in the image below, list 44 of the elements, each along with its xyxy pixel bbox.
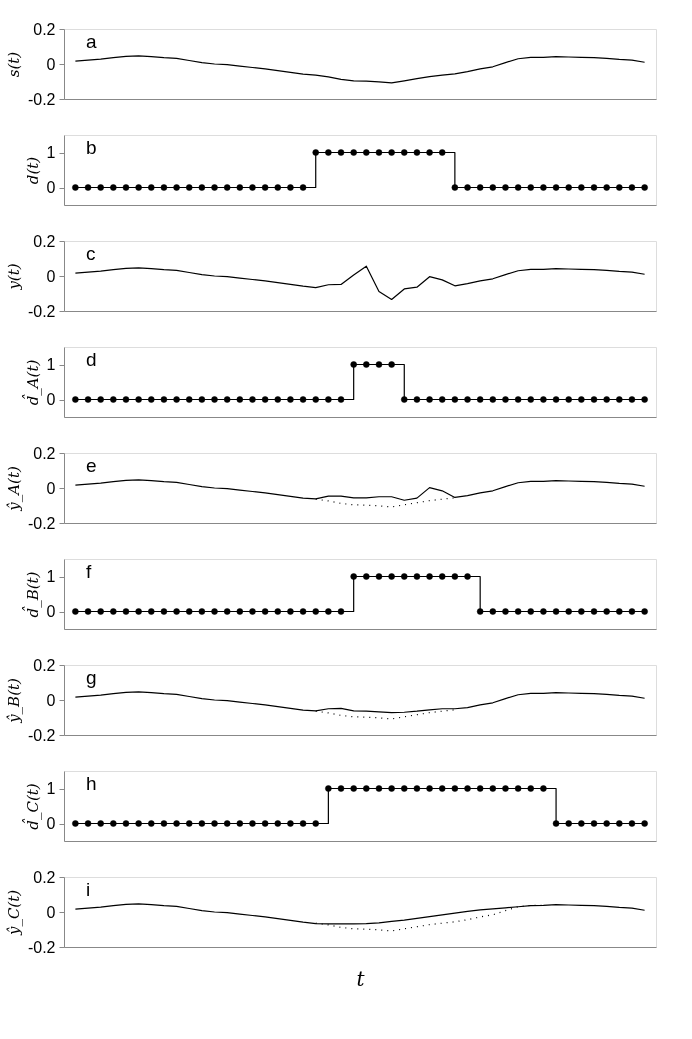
line-series [74,55,646,84]
x-axis-title: t [356,966,366,991]
y-tick-label: 0.2 [33,20,56,38]
y-axis-title: d̂_C(t) [22,783,42,830]
annotation: b [86,137,97,158]
y-axis-title: d̂_A(t) [22,359,42,406]
line-series [74,265,646,301]
y-tick-label: 0 [46,179,56,196]
y-axis-title: s(t) [4,51,23,78]
y-axis-title: ŷ_A(t) [4,466,23,512]
y-tick-label: 0 [46,391,56,408]
y-tick-label: 0.2 [33,656,56,674]
y-tick-label: 0 [46,55,56,73]
y-tick-label: 0.2 [33,232,56,250]
annotation: a [86,31,97,52]
y-tick-label: 0.2 [33,444,56,462]
annotation: h [86,773,97,794]
y-tick-label: 0 [46,691,56,709]
y-tick-label: 0.2 [33,868,56,886]
y-axis-title: d(t) [23,156,42,185]
y-axis-title: y(t) [4,263,23,291]
y-tick-label: 0 [46,479,56,497]
y-tick-label: 0 [46,815,56,832]
y-tick-label: -0.2 [27,302,56,320]
y-tick-label: 1 [46,356,56,373]
y-axis-title: d̂_B(t) [22,571,42,618]
annotation: f [86,561,92,582]
y-tick-label: -0.2 [27,90,56,108]
y-tick-label: 1 [46,568,56,585]
annotation: i [86,879,91,900]
annotation: e [86,455,97,476]
y-tick-label: 0 [46,267,56,285]
y-tick-label: -0.2 [27,514,56,532]
y-tick-label: -0.2 [27,726,56,744]
y-axis-title: ŷ_C(t) [4,889,23,937]
annotation: g [86,667,97,688]
y-tick-label: -0.2 [27,938,56,956]
annotation: d [86,349,97,370]
y-tick-label: 0 [46,903,56,921]
annotation: c [86,243,96,264]
y-tick-label: 1 [46,780,56,797]
y-tick-label: 0 [46,603,56,620]
y-tick-label: 1 [46,144,56,161]
y-axis-title: ŷ_B(t) [4,677,23,724]
